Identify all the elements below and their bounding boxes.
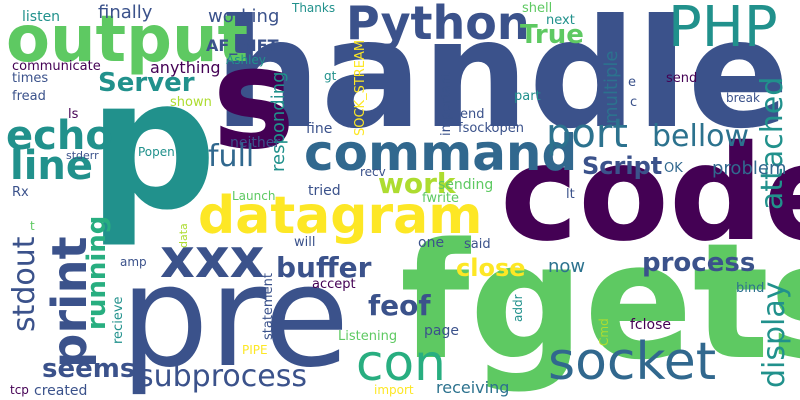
word-multiple: multiple: [601, 50, 622, 124]
word-command: command: [304, 124, 578, 182]
word-listening: Listening: [338, 329, 398, 344]
word-work: work: [378, 167, 456, 200]
word-line: line: [10, 143, 94, 189]
word-seems: seems: [42, 354, 136, 384]
word-stderr: stderr: [66, 149, 99, 162]
word-echo: echo: [6, 113, 113, 159]
word-fgets: fgets: [400, 208, 800, 395]
word-ok: OK: [664, 161, 683, 176]
word-t: t: [30, 219, 35, 233]
word-output: output: [6, 3, 249, 77]
word-neither: neither: [230, 135, 281, 151]
word-feof: feof: [368, 289, 431, 322]
word-lt: lt: [566, 187, 575, 202]
word-now: now: [548, 256, 586, 277]
word-subprocess: subprocess: [138, 359, 307, 394]
word-fine: fine: [306, 121, 333, 137]
word-e: e: [628, 75, 636, 90]
word-part: part: [514, 89, 541, 104]
word-full: full: [208, 139, 255, 174]
word-af-inet: AF_INET: [206, 36, 279, 55]
word-pipe: PIPE: [242, 343, 268, 357]
word-true: True: [520, 20, 584, 50]
word-said: said: [464, 237, 491, 252]
word-s: s: [212, 18, 296, 181]
word-recv: recv: [360, 165, 386, 179]
word-import: import: [374, 383, 414, 397]
word-p: p: [88, 41, 217, 250]
word-fread: fread: [12, 89, 46, 104]
word-break: break: [726, 91, 760, 105]
word-attached: attached: [755, 76, 790, 210]
word-python: Python: [346, 0, 530, 50]
word-thanks: Thanks: [292, 1, 336, 15]
word-ashley: Ashley: [226, 53, 266, 67]
word-php: PHP: [668, 0, 778, 60]
word-cmd: Cmd: [597, 318, 611, 346]
word-tried: tried: [308, 183, 341, 199]
word-finally: finally: [98, 2, 153, 23]
word-code: code: [500, 117, 800, 271]
word-handle: handle: [214, 0, 790, 162]
word-end: end: [460, 107, 485, 122]
word-close: close: [456, 254, 526, 282]
word-socket: socket: [548, 332, 717, 392]
word-send: send: [666, 71, 698, 86]
word-display: display: [757, 281, 792, 388]
word-running: running: [82, 215, 112, 330]
word-anything: anything: [150, 58, 221, 77]
word-page: page: [424, 323, 459, 339]
word-datagram: datagram: [198, 186, 483, 246]
word-fsockopen: fsockopen: [458, 121, 524, 136]
word-problem: problem: [712, 158, 787, 179]
word-tcp: tcp: [10, 383, 29, 397]
word-script: Script: [582, 152, 663, 180]
word-ls: ls: [68, 107, 79, 122]
word-recieve: recieve: [111, 296, 126, 344]
word-sock-stream: SOCK_STREAM: [353, 39, 368, 136]
word-process: process: [642, 248, 756, 278]
word-will: will: [294, 235, 316, 250]
word-con: con: [356, 334, 446, 392]
word-addr: addr: [511, 294, 525, 322]
word-fwrite: fwrite: [422, 191, 460, 206]
word-sending: sending: [438, 177, 494, 193]
word-working: working: [208, 6, 280, 27]
word-bellow: bellow: [652, 119, 750, 154]
word-statement: statement: [261, 273, 276, 340]
word-data: data: [177, 223, 190, 248]
word-fclose: fclose: [630, 317, 671, 333]
word-created: created: [34, 383, 88, 399]
word-gt: gt: [324, 69, 337, 83]
word-xxx: xxx: [160, 227, 265, 290]
word-listen: listen: [22, 9, 61, 25]
word-next: next: [546, 13, 575, 28]
word-amp: amp: [120, 255, 147, 269]
word-launch: Launch: [232, 189, 276, 203]
word-c: c: [630, 95, 638, 110]
word-communicate: communicate: [12, 59, 101, 74]
word-responding: responding: [268, 71, 289, 172]
word-shown: shown: [170, 95, 212, 110]
word-stdout: stdout: [7, 236, 42, 332]
word-one: one: [418, 235, 445, 251]
word-bind: bind: [736, 281, 765, 296]
word-important: important: [439, 71, 454, 136]
word-port: port: [546, 111, 628, 157]
word-server: Server: [98, 68, 195, 98]
word-times: times: [12, 71, 49, 86]
word-popen: Popen: [138, 145, 175, 159]
word-buffer: buffer: [276, 251, 372, 284]
word-pre: pre: [120, 236, 350, 399]
word-rx: Rx: [12, 185, 29, 200]
word-receiving: receiving: [436, 378, 510, 397]
word-shell: shell: [522, 1, 553, 16]
word-accept: accept: [312, 277, 356, 292]
